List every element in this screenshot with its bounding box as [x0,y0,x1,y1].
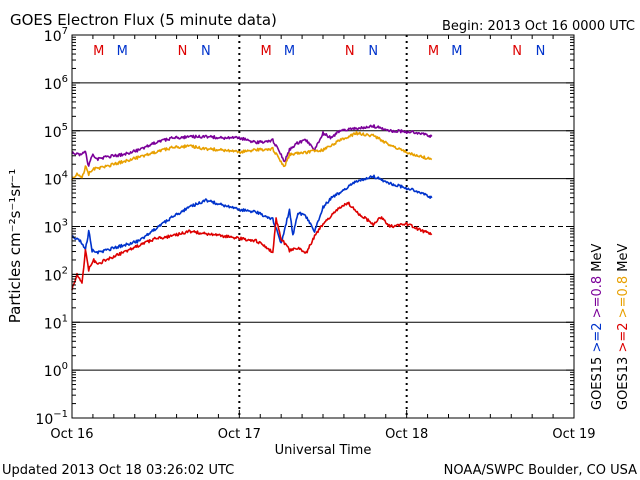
marker-m: M [451,44,462,59]
legend-goes13-unit: MeV [616,244,631,272]
y-tick-label: 106 [44,74,68,93]
marker-n: N [368,44,378,59]
y-tick-label: 104 [44,170,68,189]
x-tick-label: Oct 19 [552,427,595,442]
y-tick-exponent: 3 [62,218,68,229]
day-separator-ticks [238,35,408,418]
y-tick-label: 101 [44,313,68,332]
legend-goes13: GOES13 >=2 >=0.8 MeV [616,244,631,410]
marker-n: N [178,44,188,59]
y-tick-base: 10 [44,268,62,284]
y-tick-exponent: 6 [62,74,68,85]
marker-m: M [428,44,439,59]
decade-gridlines [72,82,574,371]
legend-goes15: GOES15 >=2 >=0.8 MeV [590,244,605,410]
y-tick-exponent: 0 [62,361,68,372]
marker-n: N [201,44,211,59]
y-tick-base: 10 [44,221,62,237]
y-tick-base: 10 [44,316,62,332]
y-tick-exponent: 1 [62,313,68,324]
begin-date-label: Begin: 2013 Oct 16 0000 UTC [442,19,635,34]
y-tick-exponent: −1 [53,409,68,420]
marker-n: N [345,44,355,59]
y-tick-exponent: 5 [62,122,68,133]
y-tick-exponent: 4 [62,170,68,181]
y-tick-label: 105 [44,122,68,141]
y-tick-label: 100 [44,361,68,380]
y-tick-label: 102 [44,265,68,284]
y-tick-label: 10−1 [35,409,68,428]
marker-n: N [512,44,522,59]
x-tick-label: Oct 17 [218,427,261,442]
y-tick-exponent: 7 [62,26,68,37]
marker-n: N [536,44,546,59]
marker-m: M [260,44,271,59]
y-tick-base: 10 [44,125,62,141]
y-tick-base: 10 [44,173,62,189]
legend-goes13-name: GOES13 [616,357,631,410]
marker-m: M [117,44,128,59]
x-axis-ticks: Oct 16 Oct 17 Oct 18 Oct 19 [50,35,596,442]
y-tick-base: 10 [44,77,62,93]
y-tick-base: 10 [44,29,62,45]
y-tick-exponent: 2 [62,265,68,276]
y-tick-label: 107 [44,26,68,45]
updated-timestamp: Updated 2013 Oct 18 03:26:02 UTC [2,463,234,478]
legend-goes15-unit: MeV [590,244,605,272]
legend-goes13-e08: >=0.8 [616,276,631,318]
legend: GOES15 >=2 >=0.8 MeV GOES13 >=2 >=0.8 Me… [590,244,631,410]
series-line-goes13-2-mev [71,201,433,291]
y-axis-title: Particles cm⁻²s⁻¹sr⁻¹ [6,169,24,323]
x-axis-title: Universal Time [275,443,372,458]
y-tick-base: 10 [44,364,62,380]
marker-m: M [93,44,104,59]
legend-goes15-name: GOES15 [590,357,605,410]
series-line-goes15-2-mev [71,174,433,255]
credit-label: NOAA/SWPC Boulder, CO USA [444,463,637,478]
flux-series [71,124,433,291]
legend-goes15-e2: >=2 [590,322,605,352]
y-tick-base: 10 [35,412,53,428]
chart-title: GOES Electron Flux (5 minute data) [10,11,277,29]
x-tick-label: Oct 18 [385,427,428,442]
y-tick-label: 103 [44,218,68,237]
series-line-goes13-0-8-mev [71,131,433,181]
x-tick-label: Oct 16 [50,427,93,442]
legend-goes13-e2: >=2 [616,322,631,352]
marker-m: M [284,44,295,59]
series-line-goes15-0-8-mev [71,124,433,167]
legend-goes15-e08: >=0.8 [590,276,605,318]
